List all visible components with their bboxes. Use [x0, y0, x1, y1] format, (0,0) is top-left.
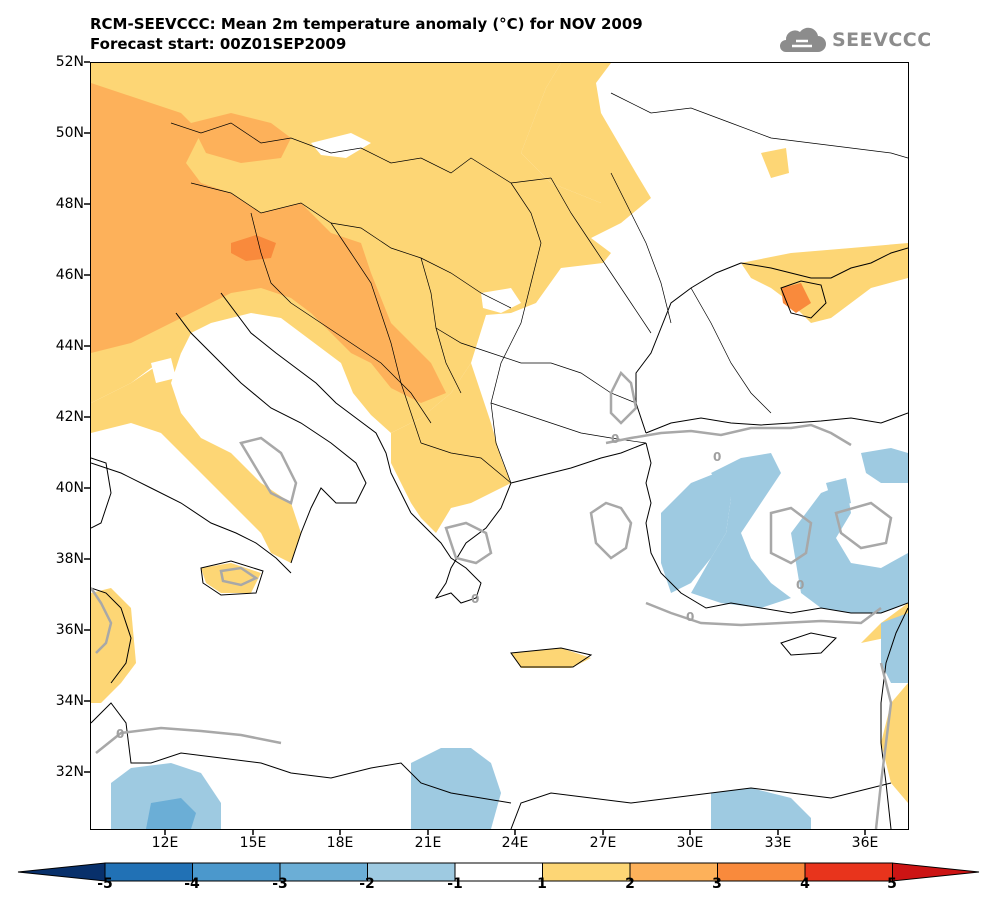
anomaly-map: 0 0 0 0 0 0: [91, 63, 908, 829]
coastline-crete: [510, 647, 593, 668]
cold-anomaly-libya-core: [146, 798, 196, 829]
contour-label: 0: [116, 727, 124, 741]
lon-label: 30E: [676, 835, 704, 851]
warm-anomaly-spot-ne: [761, 148, 789, 178]
lat-label: 32N: [55, 764, 84, 780]
cold-anomaly-turkey-east: [791, 483, 908, 613]
map-title: RCM-SEEVCCC: Mean 2m temperature anomaly…: [90, 14, 643, 54]
lon-label: 33E: [764, 835, 792, 851]
colorbar-label: -2: [359, 876, 375, 892]
seevccc-logo: SEEVCCC: [778, 26, 932, 54]
lat-label: 46N: [55, 267, 84, 283]
cold-anomaly-east-spot: [826, 478, 851, 508]
contour-label-group: 0 0 0 0 0 0: [116, 432, 804, 741]
lat-label: 44N: [55, 338, 84, 354]
contour-label: 0: [713, 450, 721, 464]
coastline-turkey-south: [645, 442, 908, 614]
colorbar-label: 1: [537, 876, 547, 892]
lat-label: 50N: [55, 125, 84, 141]
cold-anomaly-turkey-west: [661, 473, 731, 593]
coastline-adriatic-east: [220, 292, 412, 514]
lon-label: 27E: [589, 835, 617, 851]
warm-anomaly-levant: [881, 683, 908, 803]
lat-label: 40N: [55, 480, 84, 496]
coastlines: [91, 247, 908, 829]
country-borders: [170, 92, 908, 484]
coastline-italy-east: [175, 312, 367, 564]
hot-spot-alps: [231, 235, 276, 261]
warm-anomaly-crete: [511, 648, 591, 668]
title-line-2: Forecast start: 00Z01SEP2009: [90, 35, 347, 53]
cold-anomaly-levant: [881, 613, 908, 683]
colorbar-label: 5: [887, 876, 897, 892]
colorbar-label: 4: [800, 876, 810, 892]
cold-anomaly-egypt-west: [411, 748, 501, 829]
lon-label: 12E: [151, 835, 179, 851]
anomaly-shading: [91, 63, 908, 829]
logo-text: SEEVCCC: [832, 29, 932, 51]
lat-label: 48N: [55, 196, 84, 212]
cold-anomaly-turkey-central: [691, 453, 791, 608]
coastline-italy-west: [91, 462, 292, 574]
lon-label: 18E: [326, 835, 354, 851]
coastline-sicily: [200, 560, 264, 596]
coastline-black-sea-west: [635, 262, 742, 434]
coastline-aegean-north: [510, 442, 647, 484]
cold-anomaly-caucasus: [861, 448, 908, 483]
zero-contours: [91, 370, 893, 829]
lon-label: 15E: [239, 835, 267, 851]
colorbar-label: 3: [712, 876, 722, 892]
contour-label: 0: [611, 432, 619, 446]
lat-label: 34N: [55, 693, 84, 709]
warm-anomaly-libya-coast: [91, 588, 136, 703]
coastline-egypt: [510, 782, 892, 829]
contour-label: 0: [471, 592, 479, 606]
lon-label: 36E: [851, 835, 879, 851]
lon-label: 24E: [501, 835, 529, 851]
neutral-gap-2: [481, 288, 521, 313]
map-plot-area: 0 0 0 0 0 0: [90, 62, 909, 830]
coastline-crimea-peninsula: [780, 280, 827, 319]
contour-label: 0: [796, 578, 804, 592]
neutral-gap-3: [151, 358, 176, 383]
warm-anomaly-region-east: [521, 63, 651, 238]
warm-anomaly-balkans: [391, 363, 511, 533]
coastline-greece: [410, 482, 512, 604]
colorbar-label: 2: [625, 876, 635, 892]
coastline-turkey-north: [645, 412, 908, 434]
lat-label: 38N: [55, 551, 84, 567]
cold-anomaly-egypt-east: [711, 788, 811, 829]
contour-label: 0: [686, 610, 694, 624]
warm-anomaly-italy: [91, 333, 301, 563]
coastline-tunisia: [91, 587, 132, 684]
coastline-sardinia: [91, 457, 112, 529]
coastline-crimea: [740, 247, 908, 279]
coastline-cyprus: [780, 632, 838, 656]
colorbar-label: -1: [447, 876, 463, 892]
colorbar-label: -3: [272, 876, 288, 892]
cloud-icon: [780, 27, 826, 52]
strong-warm-core-north: [191, 113, 291, 163]
lat-label: 36N: [55, 622, 84, 638]
coastline-libya: [91, 702, 512, 804]
lon-label: 21E: [414, 835, 442, 851]
title-line-1: RCM-SEEVCCC: Mean 2m temperature anomaly…: [90, 15, 643, 33]
lat-label: 52N: [55, 54, 84, 70]
coastline-levant: [880, 607, 908, 829]
warm-anomaly-crimea: [741, 243, 908, 323]
neutral-gap-1: [311, 133, 371, 158]
colorbar-label: -5: [97, 876, 113, 892]
colorbar-label: -4: [184, 876, 200, 892]
lat-label: 42N: [55, 409, 84, 425]
